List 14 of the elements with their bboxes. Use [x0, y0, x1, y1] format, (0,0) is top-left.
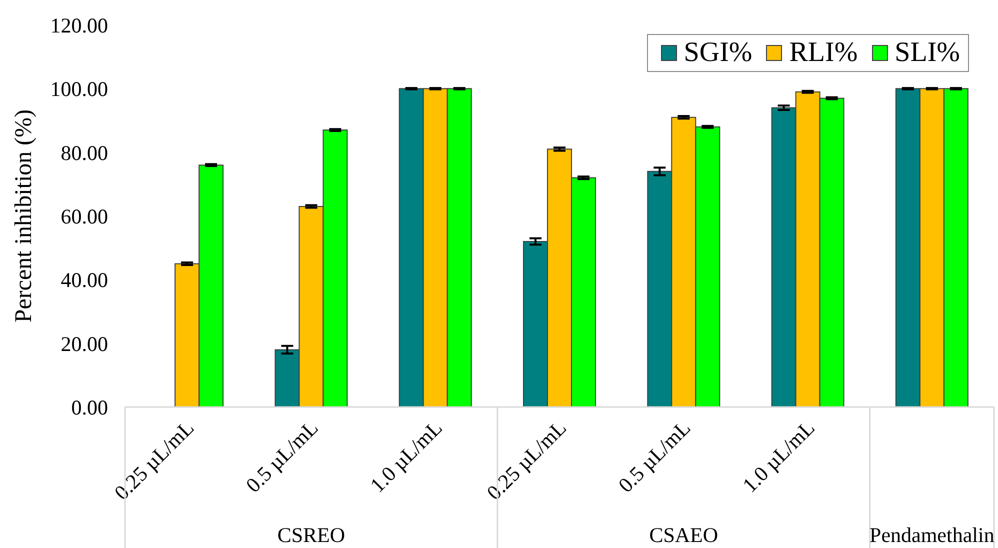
y-tick-label: 120.00: [50, 13, 108, 38]
text: CSREO: [277, 523, 346, 547]
text: CSAEO: [649, 523, 718, 547]
y-tick-label: 20.00: [60, 332, 108, 356]
y-tick-label: 60.00: [60, 204, 108, 228]
y-tick-label: 80.00: [60, 140, 108, 165]
legend-label: RLI%: [789, 37, 858, 68]
legend-label: SGI%: [684, 37, 752, 68]
y-axis-title: Percent inhibition (%): [11, 109, 37, 323]
y-tick-label: 100.00: [50, 77, 108, 102]
y-tick-label: 40.00: [60, 268, 108, 292]
legend-label: SLI%: [894, 37, 960, 68]
y-tick-label: 0.00: [71, 395, 108, 420]
text: Pendamethalin: [870, 523, 995, 547]
